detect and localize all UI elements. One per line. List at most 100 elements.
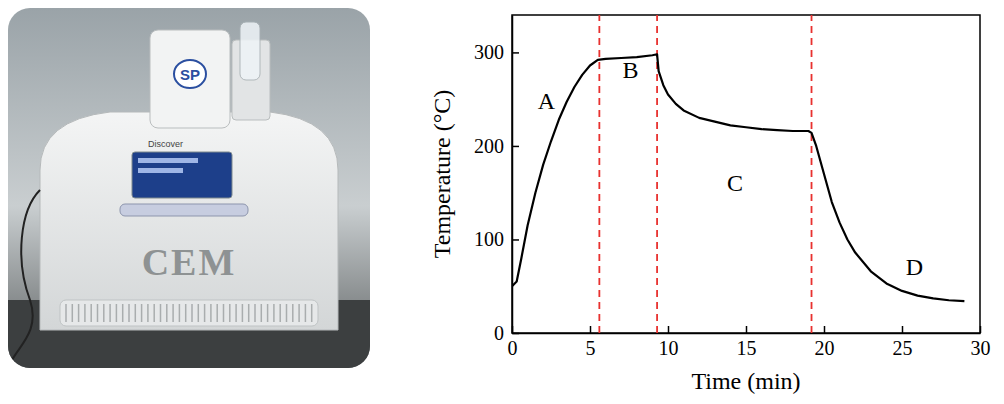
x-tick-mark [902, 326, 904, 333]
vent-slot [116, 304, 118, 322]
vent-slot [279, 304, 281, 322]
vent-slot [198, 304, 200, 322]
y-tick: 0 [494, 322, 519, 344]
vent-slot [122, 304, 124, 322]
vent-slot [141, 304, 143, 322]
vent-slot [147, 304, 149, 322]
vent-slot [210, 304, 212, 322]
plot-marks [512, 15, 964, 333]
x-tick-label: 0 [508, 337, 518, 359]
screen [132, 152, 232, 198]
vent-slot [128, 304, 130, 322]
chart: 0510152025300100200300Time (min)Temperat… [429, 15, 991, 394]
y-tick-label: 0 [494, 322, 504, 344]
vent-slot [65, 304, 67, 322]
x-tick-mark [824, 326, 826, 333]
vent-slot [90, 304, 92, 322]
bench [8, 300, 370, 368]
vent [60, 300, 318, 326]
vent-slot [292, 304, 294, 322]
divider-line [598, 15, 600, 333]
x-tick-mark [746, 326, 748, 333]
vent-slot [242, 304, 244, 322]
vent-slot [135, 304, 137, 322]
vent-slot [172, 304, 174, 322]
region-label: C [727, 170, 743, 196]
vent-slot [109, 304, 111, 322]
logo-badge [174, 60, 206, 88]
vent-slot [235, 304, 237, 322]
logo-text: SP [180, 66, 200, 83]
y-tick: 300 [474, 41, 519, 63]
vent-slot [216, 304, 218, 322]
vent-slot [72, 304, 74, 322]
vent-slot [160, 304, 162, 322]
y-tick-mark [512, 52, 519, 54]
vent-slot [191, 304, 193, 322]
x-tick: 20 [815, 326, 835, 359]
screen-line [138, 168, 183, 173]
divider-line [811, 15, 813, 333]
x-tick: 15 [737, 326, 757, 359]
vent-slot [267, 304, 269, 322]
vent-slot [78, 304, 80, 322]
y-tick-mark [512, 239, 519, 241]
region-label: D [906, 254, 923, 280]
vent-slot [204, 304, 206, 322]
y-tick-mark [512, 146, 519, 148]
device-body [40, 112, 338, 330]
x-tick: 30 [971, 326, 991, 359]
vent-slot [254, 304, 256, 322]
region-label: B [623, 57, 639, 83]
temperature-line [512, 54, 964, 301]
vial [240, 22, 260, 80]
vent-slot [185, 304, 187, 322]
x-tick-mark [980, 326, 982, 333]
x-tick-mark [590, 326, 592, 333]
vent-slot [286, 304, 288, 322]
vent-slot [153, 304, 155, 322]
x-axis: 0 5 10 15 20 25 30 [508, 326, 991, 359]
y-axis-title: Temperature (°C) [429, 90, 455, 259]
x-tick: 10 [659, 326, 679, 359]
vent-slot [261, 304, 263, 322]
vent-slot [229, 304, 231, 322]
y-tick: 100 [474, 228, 519, 250]
photo: SPDiscoverCEM [8, 8, 370, 370]
x-tick-mark [668, 326, 670, 333]
vent-slot [97, 304, 99, 322]
y-axis: 0 100 200 300 [474, 16, 519, 344]
x-tick: 25 [893, 326, 913, 359]
figure: SPDiscoverCEM0510152025300100200300Time … [0, 0, 1004, 404]
y-tick-label: 100 [474, 228, 504, 250]
vent-slot [298, 304, 300, 322]
plot-frame [512, 15, 980, 333]
vent-slot [305, 304, 307, 322]
vent-slot [84, 304, 86, 322]
photo-background [8, 8, 370, 368]
vent-slot [179, 304, 181, 322]
vent-slot [273, 304, 275, 322]
vent-slot [311, 304, 313, 322]
y-tick: 200 [474, 135, 519, 157]
vent-slot [103, 304, 105, 322]
y-tick-label: 200 [474, 135, 504, 157]
y-tick-mark [512, 333, 519, 335]
screen-line [138, 158, 198, 163]
keypad [120, 204, 248, 216]
model-text: Discover [148, 139, 183, 149]
x-tick-label: 30 [971, 337, 991, 359]
vent-slot [248, 304, 250, 322]
device-head [150, 30, 230, 128]
x-tick-label: 25 [893, 337, 913, 359]
region-label: A [538, 88, 556, 114]
vent-slot [223, 304, 225, 322]
x-axis-title: Time (min) [691, 368, 800, 394]
x-tick-label: 20 [815, 337, 835, 359]
x-tick-label: 10 [659, 337, 679, 359]
cable [12, 190, 40, 360]
y-tick-label: 300 [474, 41, 504, 63]
vent-slot [166, 304, 168, 322]
x-tick-label: 15 [737, 337, 757, 359]
x-tick: 5 [586, 326, 596, 359]
